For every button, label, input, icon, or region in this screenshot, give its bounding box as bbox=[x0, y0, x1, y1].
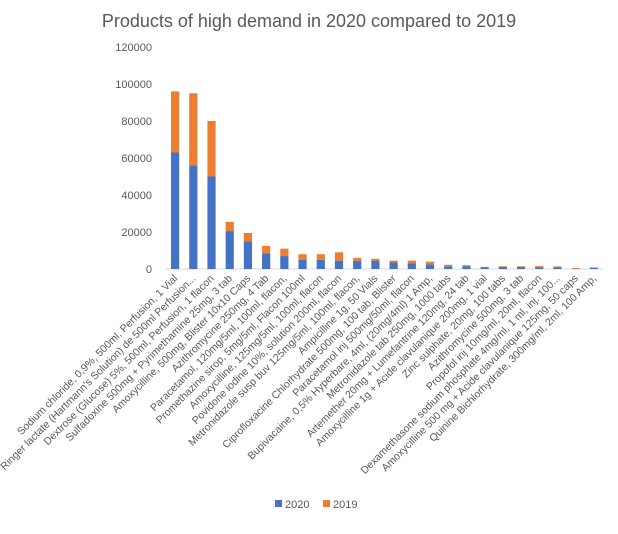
bar-2020-16 bbox=[462, 266, 470, 269]
bar-2020-14 bbox=[426, 264, 434, 269]
bar-2019-7 bbox=[298, 254, 306, 260]
bar-2019-2 bbox=[207, 121, 215, 177]
chart-title: Products of high demand in 2020 compared… bbox=[102, 11, 516, 31]
bar-2020-0 bbox=[171, 152, 179, 269]
bar-2019-9 bbox=[335, 252, 343, 260]
bar-2020-19 bbox=[517, 267, 525, 269]
x-axis: Sodium chloride, 0,9%, 500ml, Perfusion,… bbox=[0, 272, 599, 476]
y-tick-label: 100000 bbox=[115, 79, 152, 91]
bar-2019-19 bbox=[517, 266, 525, 267]
bar-2020-9 bbox=[335, 261, 343, 269]
y-tick-label: 0 bbox=[146, 264, 152, 276]
legend-swatch-2020 bbox=[275, 500, 282, 507]
bar-2020-12 bbox=[390, 263, 398, 269]
bar-2020-4 bbox=[244, 241, 252, 269]
legend-label: 2019 bbox=[333, 499, 357, 511]
y-axis: 0 20000 40000 60000 80000 100000 120000 bbox=[115, 42, 603, 276]
bar-2020-5 bbox=[262, 253, 270, 269]
bar-2019-15 bbox=[444, 265, 452, 266]
bar-2020-6 bbox=[280, 256, 288, 269]
y-tick-label: 40000 bbox=[121, 190, 152, 202]
bar-2020-15 bbox=[444, 266, 452, 269]
bar-2019-10 bbox=[353, 258, 361, 261]
bar-2020-13 bbox=[408, 263, 416, 269]
bar-2019-6 bbox=[280, 249, 288, 256]
bar-2020-2 bbox=[207, 177, 215, 270]
bar-2019-0 bbox=[171, 91, 179, 152]
legend-swatch-2019 bbox=[323, 500, 330, 507]
bar-2019-21 bbox=[553, 266, 561, 267]
bar-2020-10 bbox=[353, 261, 361, 269]
legend: 2020 2019 bbox=[275, 499, 357, 511]
bar-2020-23 bbox=[590, 268, 598, 269]
bar-2020-21 bbox=[553, 268, 561, 269]
bar-2019-12 bbox=[390, 261, 398, 263]
bar-2019-14 bbox=[426, 262, 434, 265]
y-tick-label: 120000 bbox=[115, 42, 152, 54]
bar-2020-1 bbox=[189, 165, 197, 269]
bar-2019-11 bbox=[371, 259, 379, 261]
bar-2019-3 bbox=[226, 222, 234, 231]
bar-2020-20 bbox=[535, 267, 543, 269]
bar-2019-22 bbox=[572, 268, 580, 269]
bar-2019-8 bbox=[317, 254, 325, 260]
bar-2019-18 bbox=[499, 266, 507, 267]
bar-2019-16 bbox=[462, 265, 470, 266]
bar-2020-17 bbox=[481, 267, 489, 269]
bar-2020-18 bbox=[499, 267, 507, 269]
bar-2020-11 bbox=[371, 261, 379, 269]
legend-label: 2020 bbox=[285, 499, 309, 511]
y-tick-label: 60000 bbox=[121, 153, 152, 165]
bar-2019-5 bbox=[262, 246, 270, 253]
y-tick-label: 80000 bbox=[121, 116, 152, 128]
bar-2019-20 bbox=[535, 266, 543, 267]
bar-2020-7 bbox=[298, 260, 306, 269]
bar-2019-13 bbox=[408, 261, 416, 264]
bar-2020-3 bbox=[226, 231, 234, 269]
bar-2019-1 bbox=[189, 93, 197, 165]
y-tick-label: 20000 bbox=[121, 227, 152, 239]
bar-2019-4 bbox=[244, 233, 252, 241]
bars bbox=[171, 91, 598, 269]
bar-2020-8 bbox=[317, 260, 325, 269]
x-tick-label: Ringer lactate (Hartmann's Solution) de … bbox=[0, 273, 198, 473]
